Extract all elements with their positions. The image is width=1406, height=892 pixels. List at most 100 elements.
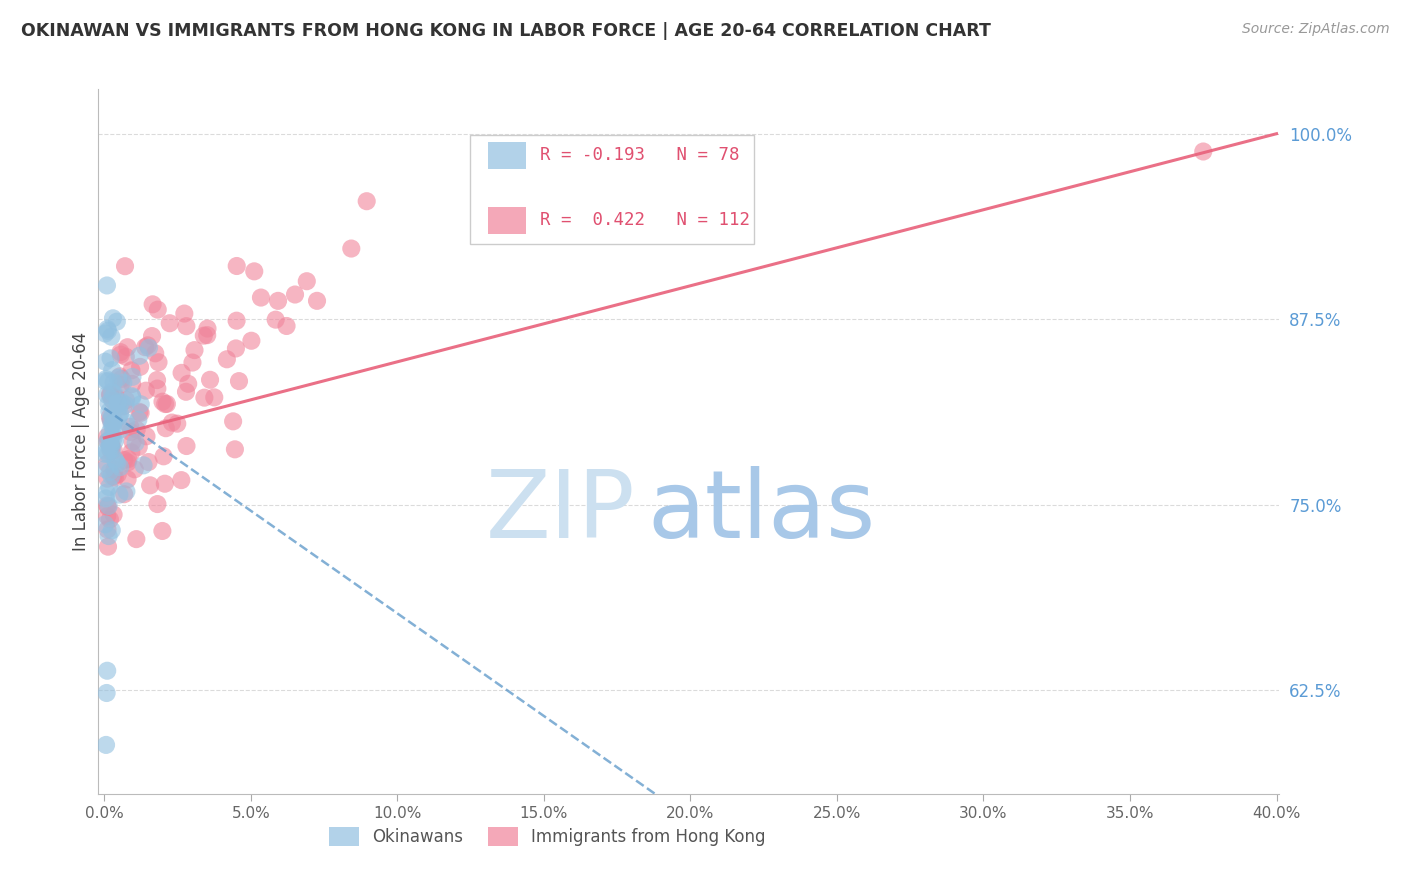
Point — [101, 363, 124, 377]
Point — [100, 392, 122, 407]
Point — [100, 432, 122, 446]
Y-axis label: In Labor Force | Age 20-64: In Labor Force | Age 20-64 — [72, 332, 90, 551]
Point — [101, 419, 124, 434]
Point — [103, 415, 125, 429]
Point — [96, 322, 118, 336]
Point — [96, 278, 118, 293]
Text: R =  0.422   N = 112: R = 0.422 N = 112 — [540, 211, 751, 229]
Point — [103, 386, 125, 401]
Point — [356, 194, 378, 209]
Point — [117, 472, 139, 486]
Point — [115, 484, 138, 499]
Point — [97, 374, 120, 388]
Point — [94, 491, 117, 506]
Point — [166, 417, 188, 431]
Point — [96, 485, 118, 500]
Point — [114, 350, 136, 364]
Point — [128, 349, 150, 363]
Point — [120, 445, 142, 459]
Point — [107, 371, 129, 385]
Point — [176, 319, 198, 334]
Point — [146, 382, 169, 396]
Point — [155, 421, 177, 435]
Point — [128, 440, 150, 454]
Point — [129, 406, 152, 420]
Point — [202, 390, 225, 404]
Point — [120, 363, 142, 377]
Point — [114, 398, 136, 412]
Point — [276, 318, 298, 333]
Point — [103, 376, 125, 390]
Point — [156, 397, 179, 411]
Point — [117, 452, 139, 467]
Point — [117, 340, 139, 354]
Point — [96, 472, 118, 486]
Point — [152, 450, 174, 464]
Point — [96, 430, 118, 444]
Point — [97, 434, 120, 449]
Point — [96, 388, 118, 402]
Point — [240, 334, 263, 348]
Point — [193, 391, 215, 405]
Point — [125, 423, 148, 437]
Point — [107, 397, 129, 411]
Point — [146, 302, 169, 317]
Point — [224, 442, 246, 457]
Point — [267, 293, 290, 308]
Point — [222, 414, 245, 428]
Point — [110, 377, 132, 392]
Point — [170, 366, 193, 380]
Point — [173, 307, 195, 321]
Point — [183, 343, 205, 357]
Point — [152, 394, 174, 409]
Point — [110, 423, 132, 437]
Point — [94, 443, 117, 458]
Point — [94, 447, 117, 461]
Point — [94, 372, 117, 386]
Point — [138, 341, 160, 355]
Point — [108, 460, 131, 475]
Point — [225, 259, 247, 273]
Point — [98, 480, 121, 494]
Point — [139, 478, 162, 492]
Point — [101, 442, 124, 457]
Point — [225, 342, 247, 356]
Point — [100, 329, 122, 343]
Point — [115, 415, 138, 429]
Point — [98, 409, 121, 424]
Point — [121, 390, 143, 404]
Point — [98, 404, 121, 418]
Point — [103, 432, 125, 446]
Point — [112, 400, 135, 414]
Bar — [488, 207, 526, 234]
Point — [197, 321, 219, 335]
Point — [105, 455, 128, 469]
Point — [284, 287, 307, 301]
Point — [121, 376, 143, 391]
Point — [215, 352, 238, 367]
Point — [97, 500, 120, 515]
Point — [110, 395, 132, 409]
Point — [117, 455, 139, 469]
Point — [97, 499, 120, 513]
Point — [100, 440, 122, 454]
Point — [97, 540, 120, 554]
Point — [1192, 145, 1215, 159]
Point — [100, 351, 122, 366]
Point — [129, 359, 152, 374]
Point — [112, 453, 135, 467]
Point — [107, 467, 129, 482]
Point — [100, 469, 122, 483]
Point — [150, 524, 173, 538]
Point — [138, 455, 160, 469]
Point — [121, 369, 143, 384]
Point — [94, 517, 117, 532]
Point — [193, 328, 215, 343]
Point — [110, 345, 132, 359]
Point — [105, 315, 128, 329]
Point — [115, 393, 138, 408]
Point — [94, 738, 117, 752]
Point — [97, 396, 120, 410]
Point — [100, 388, 122, 402]
Point — [128, 405, 150, 419]
